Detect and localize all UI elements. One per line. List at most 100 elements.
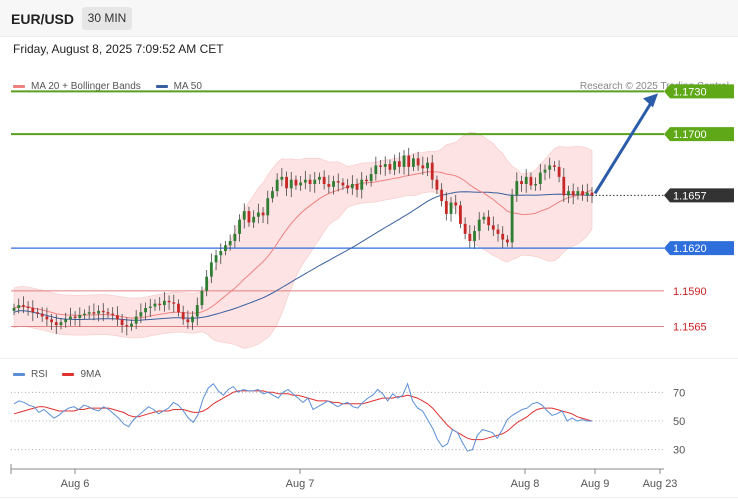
legend-9ma: 9MA [62, 369, 101, 380]
candle-body [510, 195, 514, 243]
candle-body [473, 231, 476, 241]
forecast-arrow-shaft [593, 100, 654, 195]
level-tag-2: 1.1620 [664, 241, 734, 256]
rsi-ma-line [13, 390, 593, 441]
candle-body [280, 176, 284, 180]
level-tag-4: 1.1565 [673, 322, 707, 334]
candle-body [219, 250, 223, 256]
legend-ma50-label: MA 50 [173, 81, 202, 92]
candle-body [50, 319, 54, 323]
candle-body [158, 303, 162, 306]
candle-body [153, 303, 157, 307]
forecast-arrow-head [643, 93, 658, 108]
candle-body [228, 241, 232, 246]
candle-body [369, 174, 373, 182]
level-tag-2-shape [664, 241, 734, 256]
candle-body [444, 201, 448, 214]
bollinger-band [13, 131, 593, 349]
candle-body [214, 255, 218, 263]
candle-body [336, 181, 340, 183]
candle-body [346, 185, 350, 189]
rsi-line [13, 382, 592, 452]
candle-body [242, 211, 246, 220]
candle-body [496, 229, 500, 234]
rsi-legend: RSI 9MA [13, 369, 113, 380]
candle-body [68, 316, 72, 320]
x-tick-label-2: Aug 8 [511, 478, 540, 490]
candle-body [402, 155, 406, 167]
level-tag-1-shape [664, 127, 734, 142]
rsi-tick-70: 70 [673, 387, 685, 399]
candle-body [332, 181, 335, 187]
candle-body [285, 176, 288, 189]
candle-body [78, 315, 82, 318]
candle-body [379, 165, 382, 167]
candle-body [529, 176, 533, 186]
candle-body [416, 158, 420, 166]
legend-9ma-label: 9MA [80, 369, 102, 380]
candle-body [520, 181, 523, 184]
candle-body [487, 216, 491, 226]
candle-body [125, 325, 129, 327]
header-bar: EUR/USD 30 MIN [0, 0, 738, 37]
candle-body [181, 312, 185, 320]
candle-body [289, 179, 293, 189]
candle-body [524, 176, 528, 184]
rsi-tick-50: 50 [673, 416, 685, 428]
candle-body [303, 179, 307, 183]
x-tick-label-1: Aug 7 [286, 478, 315, 490]
candle-body [407, 155, 411, 167]
candle-body [162, 300, 166, 306]
candle-body [590, 192, 594, 196]
candle-body [412, 158, 415, 167]
candle-body [491, 225, 495, 230]
candle-body [209, 262, 213, 277]
candle-body [355, 184, 359, 190]
candle-body [26, 306, 30, 308]
candle-body [87, 312, 91, 314]
candle-body [59, 322, 63, 326]
rsi-tick-30: 30 [673, 445, 685, 457]
current-price-tag-shape [664, 188, 734, 203]
level-tag-3: 1.1590 [673, 286, 707, 298]
candle-body [252, 216, 256, 223]
candle-body [562, 176, 566, 196]
candle-body [238, 219, 241, 234]
candle-body [261, 212, 265, 216]
candle-body [557, 166, 561, 177]
candle-body [350, 184, 354, 189]
candle-body [435, 179, 439, 190]
candle-body [12, 307, 16, 311]
candle-body [172, 302, 176, 304]
candle-body [191, 316, 194, 323]
timeframe-badge[interactable]: 30 MIN [82, 7, 132, 30]
x-tick-label-0: Aug 6 [61, 478, 90, 490]
candle-body [64, 319, 68, 323]
x-tick-label-3: Aug 9 [581, 478, 610, 490]
symbol-label: EUR/USD [11, 11, 75, 27]
candle-body [83, 313, 86, 316]
candle-body [195, 305, 199, 317]
candle-body [111, 313, 115, 316]
price-legend: MA 20 + Bollinger Bands MA 50 [13, 81, 214, 92]
candle-body [308, 179, 312, 184]
candle-body [134, 316, 138, 324]
candle-body [506, 239, 509, 243]
candle-body [552, 165, 556, 167]
candle-body [322, 176, 326, 184]
candle-body [397, 161, 401, 167]
candle-body [275, 179, 279, 192]
current-price-tag: 1.1657 [664, 188, 734, 203]
candle-body [17, 305, 21, 308]
candle-body [360, 179, 364, 190]
bottom-divider [0, 497, 738, 498]
candle-body [101, 310, 105, 313]
candle-body [299, 182, 303, 186]
candle-body [538, 172, 542, 184]
level-tag-2-text: 1.1620 [673, 243, 707, 255]
candle-body [144, 307, 147, 313]
legend-ma20-label: MA 20 + Bollinger Bands [31, 81, 141, 92]
candle-body [454, 202, 458, 206]
candle-body [571, 191, 575, 196]
